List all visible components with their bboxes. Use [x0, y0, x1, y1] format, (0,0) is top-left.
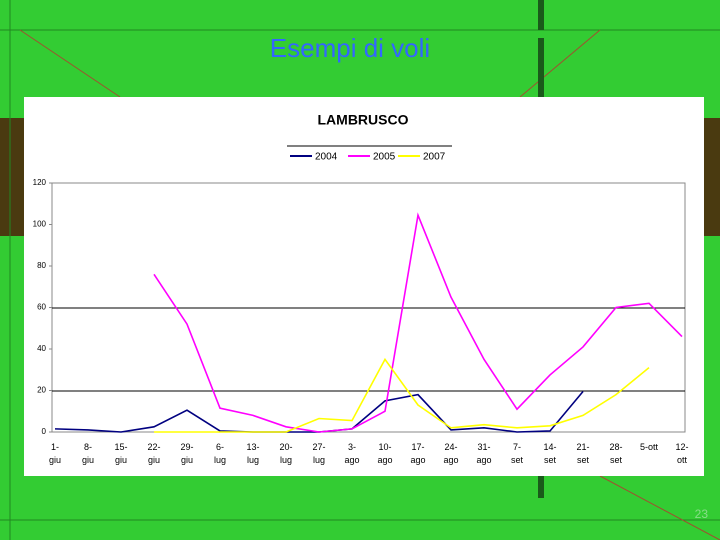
x-tick-label: 5-ott [639, 442, 658, 452]
x-tick-label: 28- set [609, 442, 623, 465]
y-tick-label: 100 [33, 220, 47, 229]
decor-band [704, 118, 720, 236]
x-tick-label: 8- giu [81, 442, 94, 465]
y-tick-label: 20 [37, 386, 46, 395]
y-tick-label: 40 [37, 344, 46, 353]
decor-band [0, 118, 24, 236]
page-number: 23 [695, 507, 709, 521]
x-tick-label: 14- set [543, 442, 557, 465]
decor-bar [538, 476, 544, 498]
y-tick-label: 120 [33, 178, 47, 187]
chart-title: LAMBRUSCO [318, 112, 409, 128]
x-tick-label: 7- set [510, 442, 523, 465]
x-tick-label: 6- lug [213, 442, 226, 465]
series-line [153, 212, 683, 433]
slide-title: Esempi di voli [270, 33, 430, 63]
x-tick-label: 29- giu [180, 442, 194, 465]
decor-line [519, 29, 601, 98]
decor-bar [538, 38, 544, 97]
x-tick-label: 15- giu [114, 442, 128, 465]
legend-label: 2007 [423, 152, 446, 163]
x-tick-label: 20- lug [279, 442, 293, 465]
x-tick-label: 27- lug [312, 442, 326, 465]
chart-area [24, 97, 704, 476]
x-tick-label: 17- ago [410, 442, 426, 465]
x-tick-label: 13- lug [246, 442, 260, 465]
x-tick-label: 1- giu [48, 442, 61, 465]
y-tick-label: 60 [37, 303, 46, 312]
legend-label: 2005 [373, 152, 396, 163]
x-tick-label: 31- ago [476, 442, 492, 465]
y-tick-label: 0 [42, 427, 47, 436]
x-tick-label: 22- giu [147, 442, 161, 465]
x-tick-label: 21- set [576, 442, 590, 465]
decor-line [599, 475, 720, 540]
x-tick-label: 24- ago [443, 442, 459, 465]
x-tick-label: 10- ago [377, 442, 393, 465]
series-line [154, 357, 650, 433]
x-tick-label: 3- ago [344, 442, 360, 465]
decor-line [19, 29, 121, 98]
decor-bar [538, 0, 544, 30]
legend-label: 2004 [315, 152, 338, 163]
x-tick-label: 12- ott [675, 442, 689, 465]
y-tick-label: 80 [37, 261, 46, 270]
